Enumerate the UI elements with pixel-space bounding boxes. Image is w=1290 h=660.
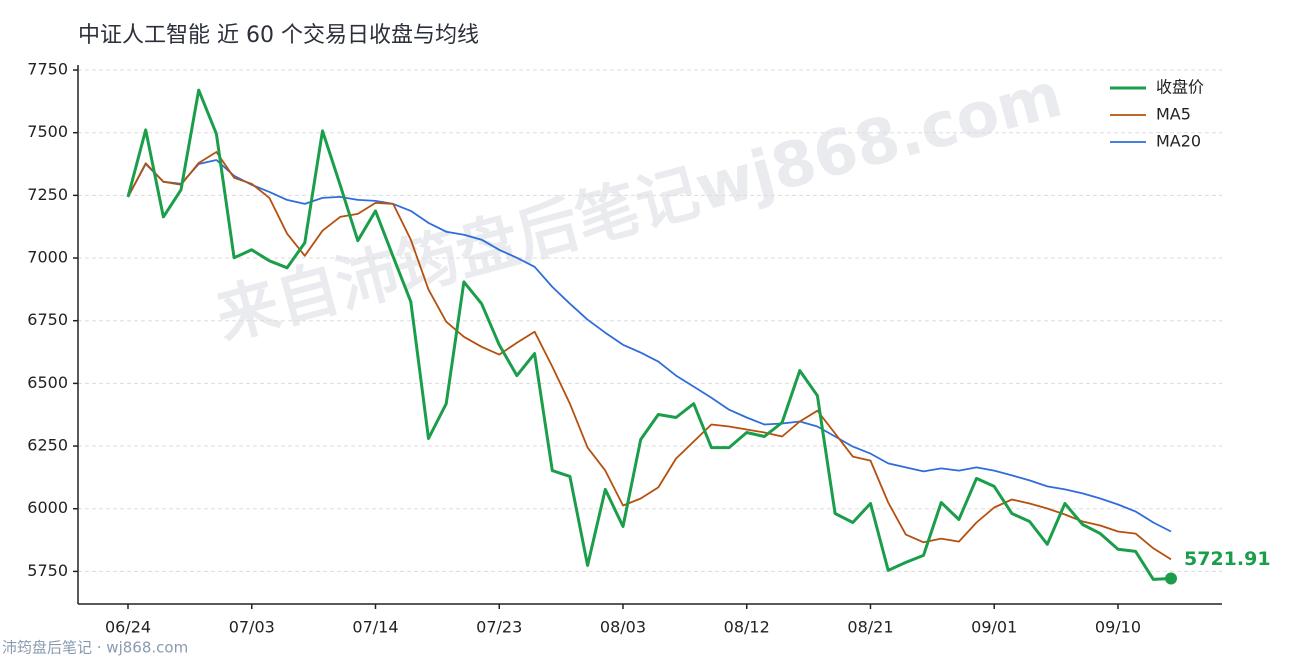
x-tick-label: 08/12	[724, 618, 770, 637]
x-tick-label: 07/14	[352, 618, 398, 637]
x-tick-label: 07/03	[229, 618, 275, 637]
y-tick-label: 5750	[27, 561, 68, 580]
last-label: 5721.91	[1184, 548, 1271, 570]
x-tick-label: 07/23	[476, 618, 522, 637]
x-tick-label: 09/10	[1095, 618, 1141, 637]
x-tick-label: 09/01	[971, 618, 1017, 637]
line-series	[126, 88, 1172, 581]
line-series	[127, 159, 1172, 533]
y-tick-label: 7250	[27, 185, 68, 204]
y-tick-label: 7750	[27, 60, 68, 79]
line-series	[127, 151, 1172, 561]
watermark: 来自沛筠盘后笔记wj868.com	[209, 58, 1070, 354]
y-tick-label: 6500	[27, 373, 68, 392]
y-tick-label: 7000	[27, 248, 68, 267]
legend-label: MA20	[1156, 132, 1201, 151]
x-tick-label: 08/21	[847, 618, 893, 637]
y-tick-label: 6250	[27, 436, 68, 455]
y-tick-label: 6000	[27, 498, 68, 517]
source: 沛筠盘后笔记 · wj868.com	[2, 639, 188, 657]
x-tick-label: 08/03	[600, 618, 646, 637]
y-tick-label: 6750	[27, 310, 68, 329]
x-tick-label: 06/24	[105, 618, 151, 637]
last-point	[1165, 572, 1177, 585]
legend-label: MA5	[1156, 105, 1191, 124]
legend-label: 收盘价	[1156, 78, 1204, 97]
y-tick-label: 7500	[27, 122, 68, 141]
chart-title: 中证人工智能 近 60 个交易日收盘与均线	[78, 23, 479, 48]
